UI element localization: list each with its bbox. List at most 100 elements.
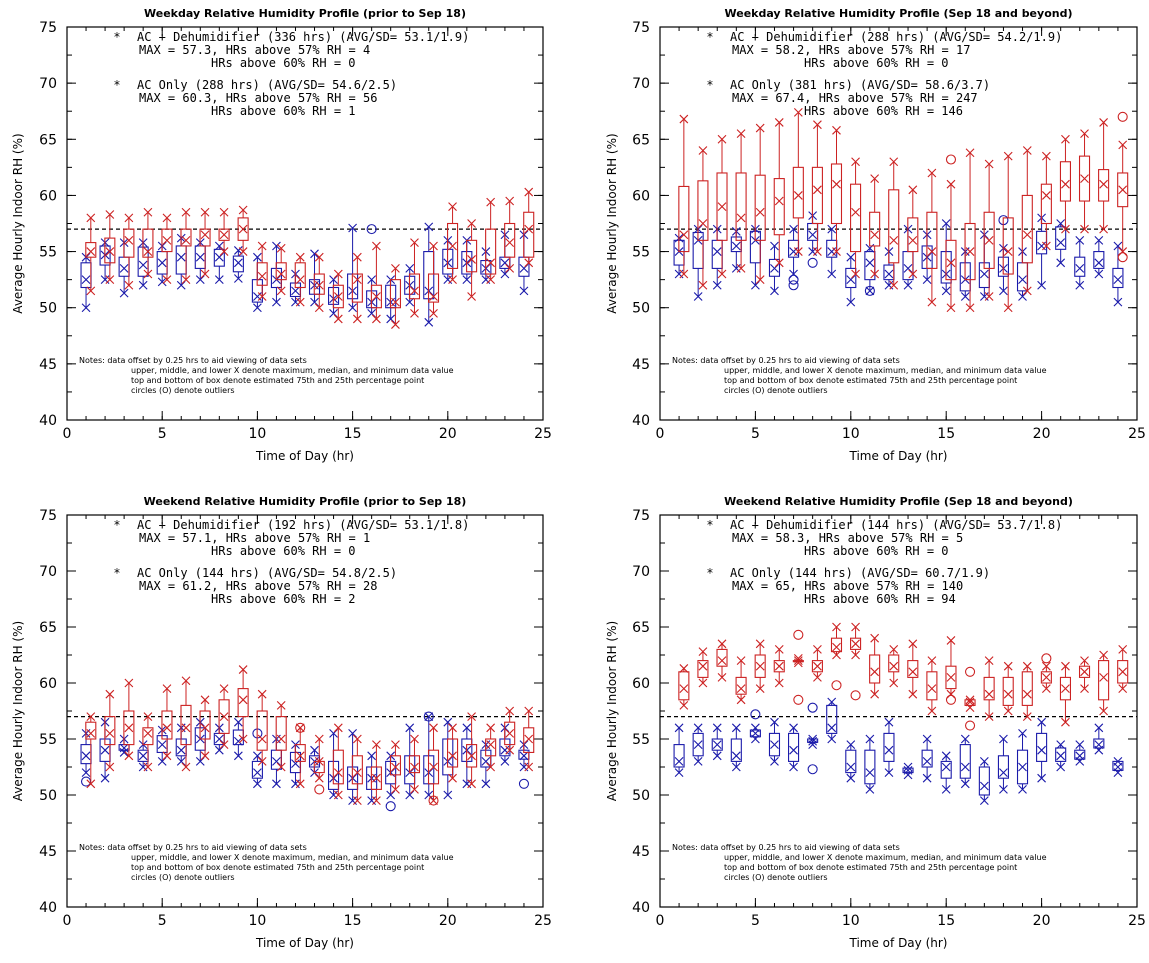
- chart-panel-weekend-beyond: Weekend Relative Humidity Profile (Sep 1…: [594, 490, 1149, 963]
- median-marker: [214, 734, 224, 744]
- box: [773, 178, 785, 236]
- median-marker: [181, 723, 191, 733]
- min-marker: [1075, 757, 1085, 766]
- outlier: [1117, 252, 1128, 263]
- outlier: [1117, 111, 1128, 122]
- min-marker: [310, 297, 319, 307]
- min-marker: [1080, 684, 1089, 693]
- box: [697, 180, 709, 241]
- median-marker: [908, 235, 918, 245]
- max-marker: [462, 723, 472, 733]
- max-marker: [310, 249, 319, 259]
- median-marker: [200, 230, 210, 240]
- outlier: [750, 709, 761, 720]
- max-marker: [238, 205, 248, 215]
- max-marker: [922, 734, 932, 744]
- min-marker: [238, 734, 248, 744]
- median-marker: [105, 247, 115, 256]
- max-marker: [253, 751, 262, 761]
- median-marker: [124, 723, 134, 733]
- y-tick-label: 75: [39, 508, 57, 524]
- median-marker: [984, 689, 994, 699]
- min-marker: [348, 303, 357, 313]
- max-marker: [219, 684, 229, 693]
- box: [883, 732, 895, 762]
- min-marker: [333, 790, 343, 800]
- min-marker: [233, 274, 243, 283]
- x-tick-label: 5: [751, 426, 760, 442]
- box: [104, 716, 116, 746]
- median-marker: [162, 723, 172, 733]
- median-marker: [865, 258, 875, 268]
- box: [1021, 671, 1033, 706]
- max-marker: [486, 197, 496, 207]
- min-marker: [505, 745, 515, 755]
- box: [792, 166, 804, 219]
- legend-text: AC Only (381 hrs) (AVG/SD= 58.6/3.7): [730, 78, 990, 92]
- max-marker: [946, 636, 956, 645]
- median-marker: [789, 745, 798, 755]
- min-marker: [295, 297, 305, 307]
- min-marker: [253, 779, 262, 789]
- y-tick-label: 40: [39, 413, 57, 429]
- median-marker: [846, 275, 856, 285]
- box: [735, 172, 747, 241]
- min-marker: [276, 286, 286, 296]
- box: [749, 729, 761, 738]
- median-marker: [505, 238, 515, 247]
- box: [332, 284, 344, 309]
- max-marker: [712, 723, 722, 733]
- outlier: [864, 285, 875, 296]
- box: [118, 256, 130, 277]
- x-tick-label: 5: [158, 426, 167, 442]
- median-marker: [712, 740, 722, 749]
- median-marker: [391, 297, 400, 307]
- box: [845, 267, 857, 289]
- box: [902, 767, 914, 774]
- median-marker: [519, 751, 529, 761]
- min-marker: [219, 740, 229, 749]
- outlier: [423, 711, 434, 722]
- min-marker: [832, 247, 841, 256]
- median-marker: [960, 762, 970, 772]
- max-marker: [813, 645, 822, 654]
- legend-text: HRs above 60% RH = 0: [211, 544, 356, 558]
- max-marker: [272, 241, 281, 251]
- max-marker: [162, 684, 172, 693]
- max-marker: [1075, 740, 1085, 749]
- chart-title: Weekend Relative Humidity Profile (prior…: [144, 495, 467, 508]
- box: [1021, 194, 1033, 264]
- box: [845, 749, 857, 774]
- min-marker: [176, 280, 186, 290]
- min-marker: [908, 689, 918, 699]
- max-marker: [310, 745, 319, 755]
- outlier: [366, 224, 377, 235]
- min-marker: [143, 269, 153, 279]
- min-marker: [519, 286, 529, 296]
- box: [997, 755, 1009, 779]
- box: [811, 166, 823, 225]
- max-marker: [679, 664, 689, 673]
- box: [864, 749, 876, 785]
- min-marker: [214, 275, 224, 285]
- outlier: [788, 274, 799, 285]
- max-marker: [391, 264, 400, 273]
- outlier: [1041, 653, 1052, 664]
- min-marker: [679, 269, 689, 279]
- box: [389, 755, 401, 776]
- note-text: top and bottom of box denote estimated 7…: [724, 376, 1017, 385]
- min-marker: [851, 269, 860, 279]
- min-marker: [486, 762, 496, 772]
- min-marker: [105, 275, 115, 285]
- y-tick-label: 50: [632, 301, 650, 317]
- max-marker: [233, 717, 243, 727]
- min-marker: [81, 303, 91, 313]
- min-marker: [736, 695, 746, 705]
- median-marker: [774, 196, 784, 206]
- min-marker: [827, 269, 837, 279]
- note-text: circles (O) denote outliers: [724, 873, 828, 882]
- median-marker: [731, 241, 741, 251]
- y-tick-label: 70: [632, 76, 650, 92]
- min-marker: [865, 286, 875, 296]
- outlier: [831, 680, 842, 691]
